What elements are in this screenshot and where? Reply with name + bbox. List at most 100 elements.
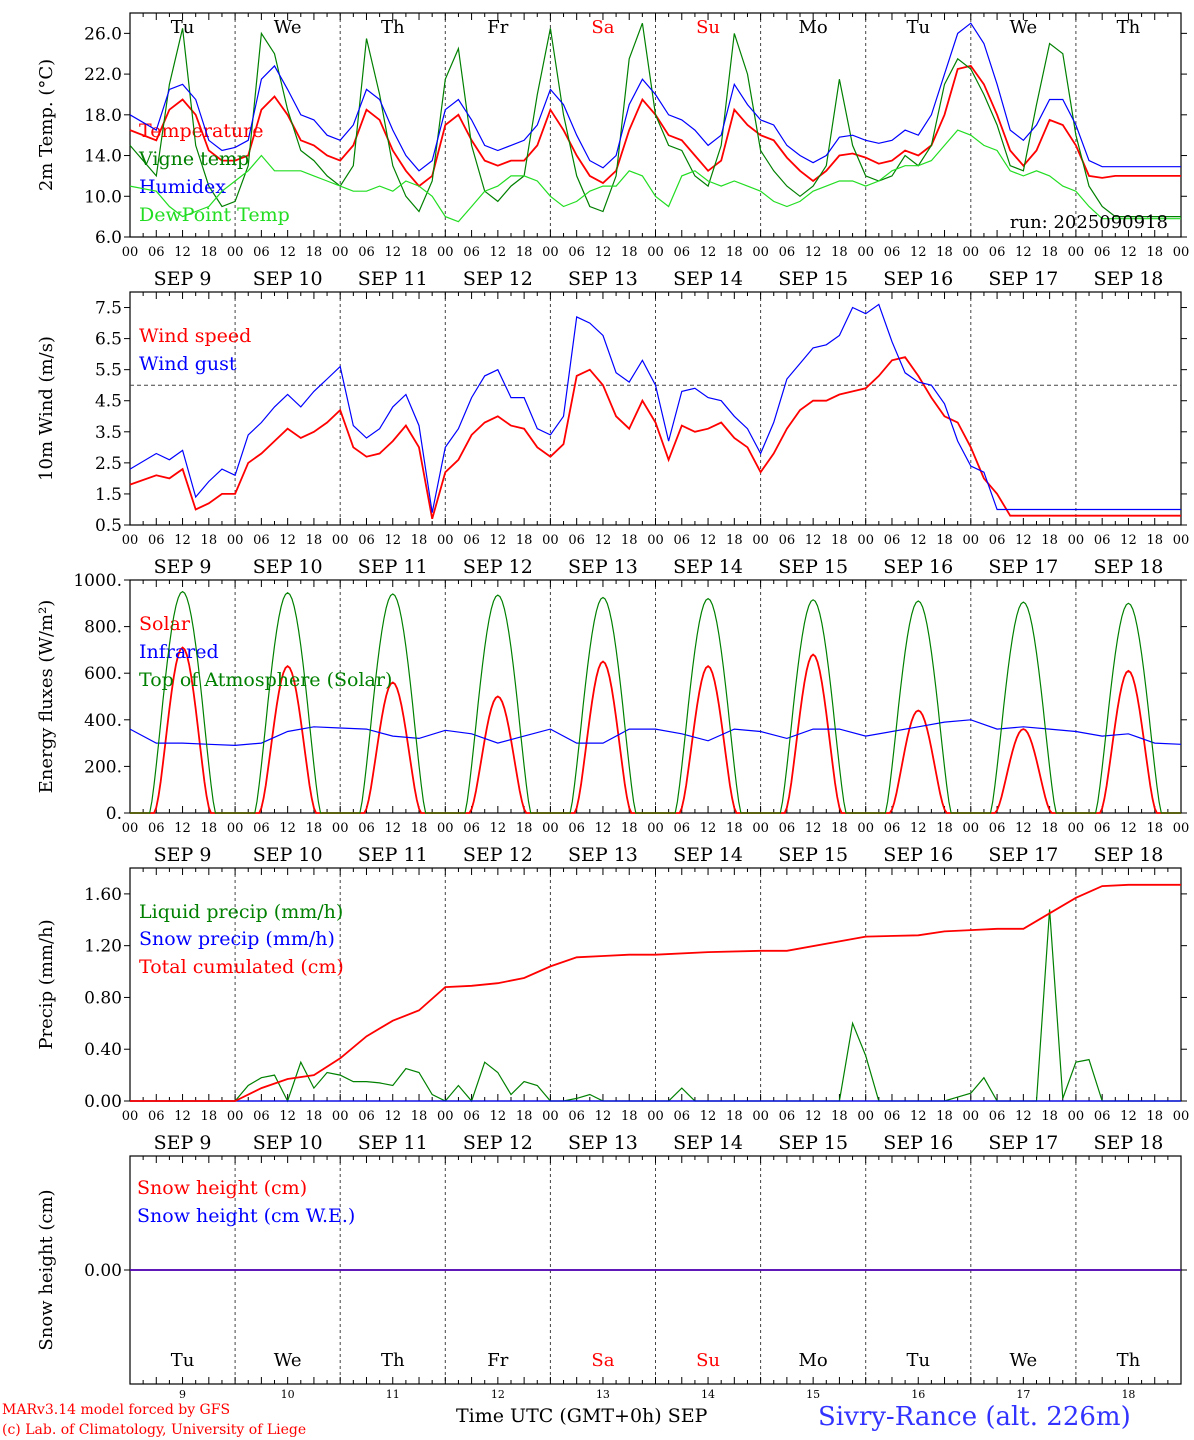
hour-label: 06	[884, 821, 901, 836]
hour-label: 00	[963, 245, 980, 260]
hour-label: 00	[227, 245, 244, 260]
hour-label: 18	[726, 1109, 743, 1124]
hour-label: 18	[831, 1109, 848, 1124]
hour-label: 06	[148, 245, 165, 260]
hour-label: 12	[805, 821, 822, 836]
hour-label: 12	[490, 1109, 507, 1124]
hour-label: 06	[884, 533, 901, 548]
hour-label: 18	[1041, 821, 1058, 836]
hour-label: 18	[306, 245, 323, 260]
hour-label: 12	[910, 245, 927, 260]
series-line-3	[130, 883, 1181, 1102]
date-label: SEP 17	[988, 556, 1058, 578]
day-number: 16	[911, 1388, 925, 1401]
hour-label: 06	[779, 245, 796, 260]
hour-label: 00	[227, 1109, 244, 1124]
location-label: Sivry-Rance (alt. 226m)	[818, 1402, 1131, 1432]
hour-label: 18	[726, 245, 743, 260]
legend-entry: Top of Atmosphere (Solar)	[139, 669, 392, 691]
panel-1: 6.0 10.0 14.0 18.0 22.0 26.0 2m Temp. (°C) Temp…	[36, 12, 1189, 290]
date-label: SEP 15	[778, 268, 848, 290]
y-tick-label: 600.	[84, 664, 122, 684]
panel-4: 0.00 0.40 0.80 1.20 1.60 Precip (mm/h) Liquid …	[36, 867, 1189, 1154]
y-tick-label: 0.	[106, 804, 122, 824]
hour-label: 00	[857, 533, 874, 548]
y-tick-label: 0.40	[84, 1040, 122, 1060]
y-tick-label: 200.	[84, 757, 122, 777]
hour-label: 00	[437, 245, 454, 260]
hour-label: 00	[1068, 821, 1085, 836]
hour-label: 06	[463, 245, 480, 260]
date-label: SEP 9	[154, 844, 212, 866]
series-line-1	[129, 356, 1181, 520]
hour-label: 12	[174, 1109, 191, 1124]
hour-label: 00	[963, 1109, 980, 1124]
weekday-label: Th	[381, 1350, 405, 1371]
date-label: SEP 10	[253, 844, 323, 866]
hour-label: 06	[358, 1109, 375, 1124]
hour-label: 18	[1041, 245, 1058, 260]
series-line-4	[129, 129, 1181, 223]
hour-label: 12	[595, 1109, 612, 1124]
date-label: SEP 10	[253, 268, 323, 290]
legend-entry: Snow precip (mm/h)	[139, 928, 335, 950]
y-axis-label: 2m Temp. (°C)	[36, 59, 57, 191]
hour-label: 06	[358, 821, 375, 836]
date-label: SEP 12	[463, 844, 533, 866]
day-number: 13	[596, 1388, 610, 1401]
panel-2: 0.5 1.5 2.5 3.5 4.5 5.5 6.5 7.5 10m Wind (m/s) Wi…	[36, 291, 1190, 578]
hour-label: 18	[306, 1109, 323, 1124]
hour-label: 00	[1173, 533, 1190, 548]
hour-label: 18	[411, 245, 428, 260]
y-tick-label: 4.5	[95, 392, 122, 412]
hour-label: 12	[279, 821, 296, 836]
weekday-label: Sa	[591, 1350, 614, 1371]
hour-label: 06	[463, 821, 480, 836]
hour-label: 12	[490, 533, 507, 548]
y-tick-label: 14.0	[84, 147, 122, 167]
y-tick-label: 1.60	[84, 885, 122, 905]
weekday-label: We	[1010, 1350, 1038, 1371]
legend-entry: Humidex	[139, 176, 226, 198]
hour-label: 18	[726, 821, 743, 836]
hour-label: 00	[752, 533, 769, 548]
legend-entry: Snow height (cm)	[137, 1177, 307, 1199]
panel-3: 0. 200. 400. 600. 800. 1000. Energy fluxes (W/…	[36, 571, 1189, 866]
panel-5: 0.00 Snow height (cm) Snow height (cm) Snow…	[36, 1155, 1187, 1401]
hour-label: 18	[411, 821, 428, 836]
hour-label: 12	[384, 821, 401, 836]
hour-label: 18	[1041, 533, 1058, 548]
hour-label: 06	[253, 533, 270, 548]
hour-label: 06	[463, 533, 480, 548]
date-label: SEP 11	[358, 844, 428, 866]
hour-label: 00	[752, 245, 769, 260]
day-number: 10	[281, 1388, 295, 1401]
day-number: 12	[491, 1388, 505, 1401]
hour-label: 12	[490, 245, 507, 260]
hour-label: 00	[122, 1109, 139, 1124]
date-label: SEP 18	[1094, 268, 1164, 290]
hour-label: 18	[201, 1109, 218, 1124]
date-label: SEP 11	[358, 556, 428, 578]
legend-entry: Vigne temp	[138, 148, 249, 170]
hour-label: 00	[542, 821, 559, 836]
hour-label: 06	[884, 245, 901, 260]
date-label: SEP 13	[568, 844, 638, 866]
hour-label: 00	[857, 1109, 874, 1124]
hour-label: 18	[1146, 245, 1163, 260]
hour-label: 00	[122, 821, 139, 836]
hour-label: 12	[279, 245, 296, 260]
date-label: SEP 9	[154, 268, 212, 290]
hour-label: 06	[989, 821, 1006, 836]
hour-label: 12	[595, 821, 612, 836]
hour-label: 00	[437, 1109, 454, 1124]
hour-label: 18	[516, 1109, 533, 1124]
weekday-label: We	[1010, 17, 1038, 38]
hour-label: 12	[910, 1109, 927, 1124]
series-line-2	[129, 303, 1181, 513]
hour-label: 18	[306, 533, 323, 548]
hour-label: 12	[1120, 821, 1137, 836]
hour-label: 00	[1068, 245, 1085, 260]
hour-label: 18	[1146, 1109, 1163, 1124]
weekday-label: Tu	[171, 17, 195, 38]
